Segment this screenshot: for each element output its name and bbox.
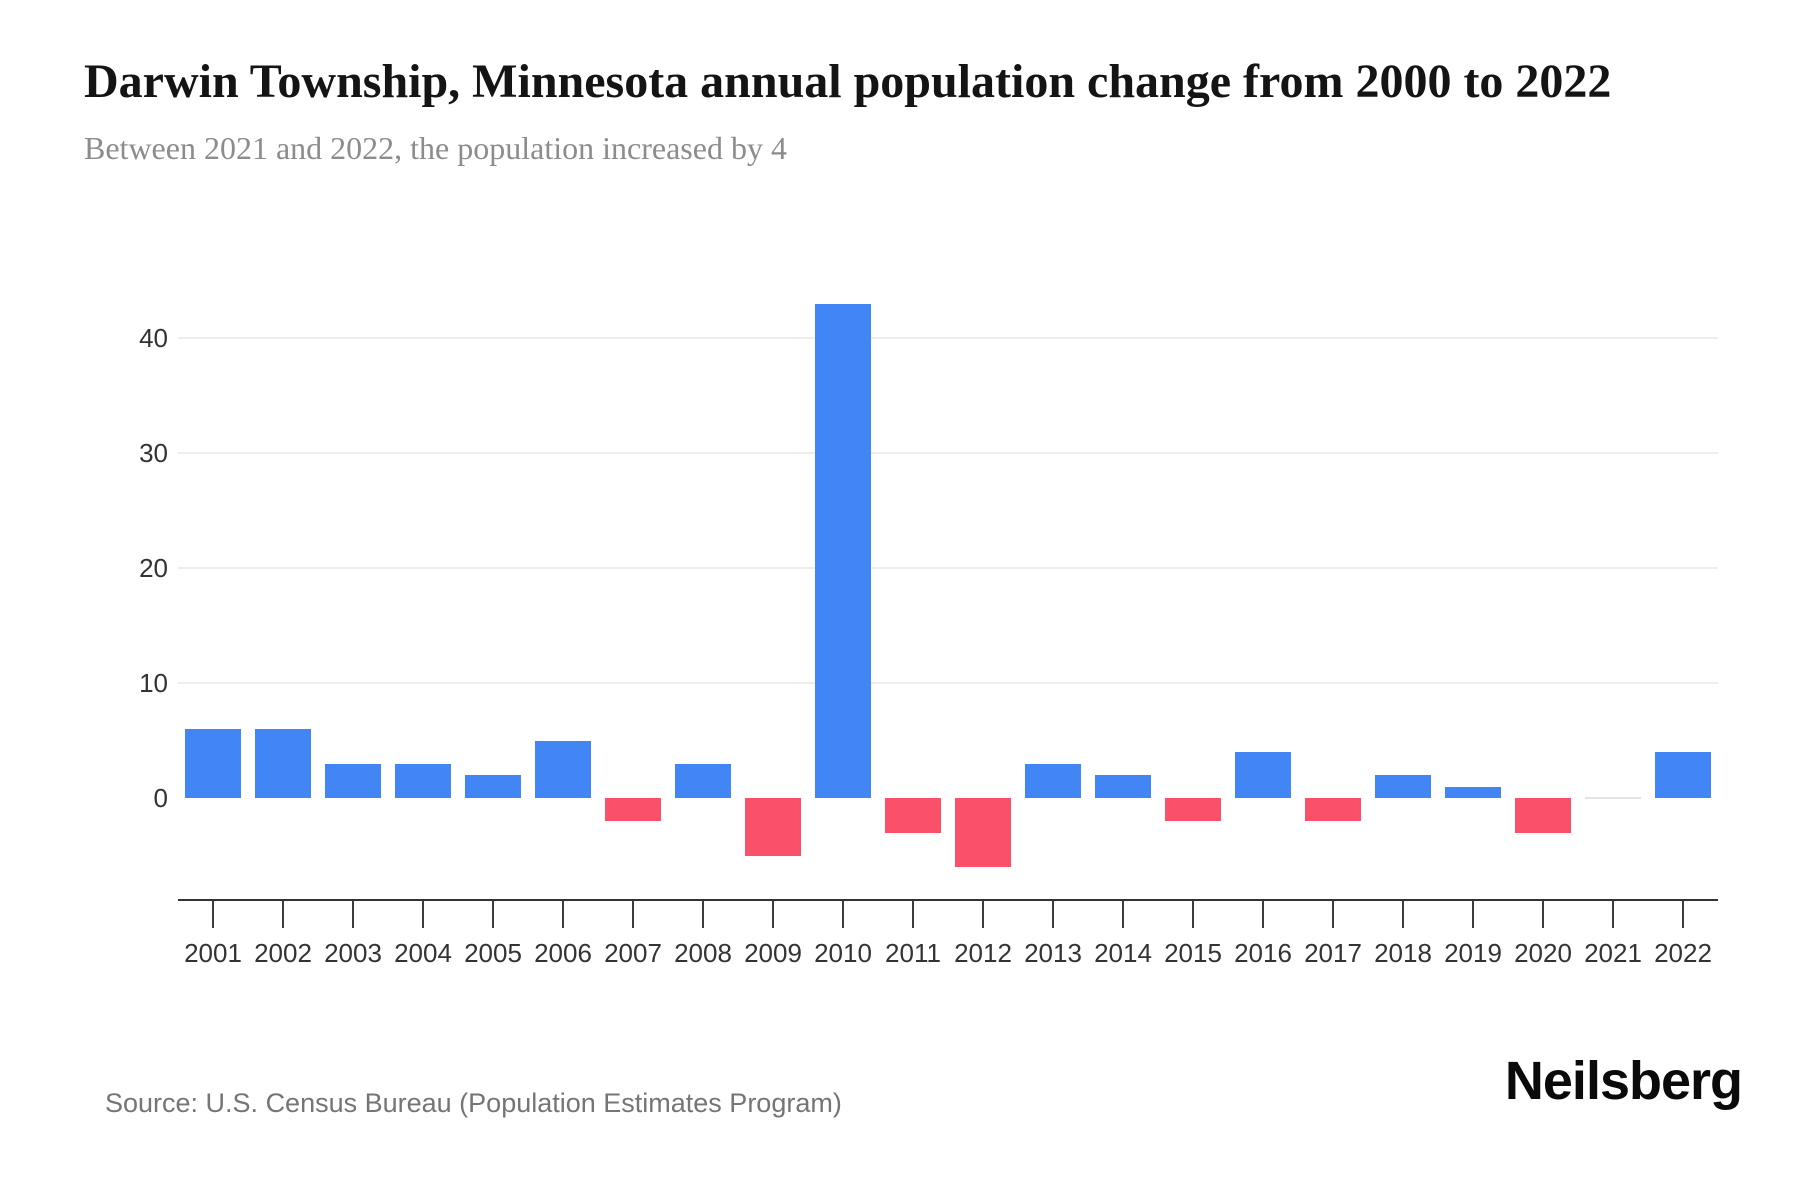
x-axis-tick-2002 [282, 901, 284, 928]
x-axis-label-2005: 2005 [464, 938, 522, 968]
brand-logo: Neilsberg [1504, 1051, 1743, 1111]
x-axis-tick-2003 [352, 901, 354, 928]
page-title: Darwin Township, Minnesota annual popula… [84, 55, 1612, 108]
gridline-20 [178, 567, 1718, 569]
bar-2006[interactable] [535, 740, 591, 798]
x-axis-label-2006: 2006 [534, 938, 592, 968]
x-axis-tick-2011 [912, 901, 914, 928]
y-axis-label-0: 0 [153, 783, 168, 813]
bar-2012[interactable] [955, 798, 1011, 867]
bar-2010[interactable] [815, 303, 871, 798]
gridline-40 [178, 337, 1718, 339]
x-axis-tick-2009 [772, 901, 774, 928]
x-axis-tick-2019 [1472, 901, 1474, 928]
x-axis-tick-2020 [1542, 901, 1544, 928]
x-axis-label-2007: 2007 [604, 938, 662, 968]
x-axis-label-2004: 2004 [394, 938, 452, 968]
bar-2021[interactable] [1585, 797, 1641, 799]
x-axis-tick-2021 [1612, 901, 1614, 928]
x-axis-line [178, 899, 1718, 901]
bar-2016[interactable] [1235, 752, 1291, 798]
gridline-10 [178, 682, 1718, 684]
bar-2004[interactable] [395, 763, 451, 798]
x-axis-label-2016: 2016 [1234, 938, 1292, 968]
bar-2022[interactable] [1655, 752, 1711, 798]
x-axis-label-2002: 2002 [254, 938, 312, 968]
bar-2007[interactable] [605, 798, 661, 821]
y-axis-label-40: 40 [139, 323, 168, 353]
bar-2005[interactable] [465, 775, 521, 798]
x-axis-tick-2016 [1262, 901, 1264, 928]
gridline-30 [178, 452, 1718, 454]
bar-2003[interactable] [325, 763, 381, 798]
chart-subtitle: Between 2021 and 2022, the population in… [84, 130, 787, 166]
x-axis-label-2009: 2009 [744, 938, 802, 968]
source-text: Source: U.S. Census Bureau (Population E… [105, 1088, 842, 1118]
x-axis-tick-2018 [1402, 901, 1404, 928]
x-axis-label-2021: 2021 [1584, 938, 1642, 968]
x-axis-label-2018: 2018 [1374, 938, 1432, 968]
x-axis-label-2010: 2010 [814, 938, 872, 968]
bar-2011[interactable] [885, 798, 941, 833]
y-axis-label-10: 10 [139, 668, 168, 698]
x-axis-tick-2004 [422, 901, 424, 928]
x-axis-label-2012: 2012 [954, 938, 1012, 968]
x-axis-tick-2015 [1192, 901, 1194, 928]
x-axis-label-2020: 2020 [1514, 938, 1572, 968]
x-axis-tick-2012 [982, 901, 984, 928]
x-axis-label-2019: 2019 [1444, 938, 1502, 968]
bar-2018[interactable] [1375, 775, 1431, 798]
x-axis-label-2013: 2013 [1024, 938, 1082, 968]
x-axis-tick-2014 [1122, 901, 1124, 928]
x-axis-label-2011: 2011 [885, 938, 941, 968]
x-axis-tick-2017 [1332, 901, 1334, 928]
x-axis-label-2001: 2001 [184, 938, 242, 968]
x-axis-label-2022: 2022 [1654, 938, 1712, 968]
x-axis-tick-2010 [842, 901, 844, 928]
x-axis-tick-2013 [1052, 901, 1054, 928]
bar-2002[interactable] [255, 729, 311, 798]
bar-2008[interactable] [675, 763, 731, 798]
x-axis-tick-2022 [1682, 901, 1684, 928]
bar-2009[interactable] [745, 798, 801, 856]
bar-2001[interactable] [185, 729, 241, 798]
x-axis-label-2017: 2017 [1304, 938, 1362, 968]
x-axis-tick-2007 [632, 901, 634, 928]
x-axis-label-2003: 2003 [324, 938, 382, 968]
y-axis-label-30: 30 [139, 438, 168, 468]
y-axis-label-20: 20 [139, 553, 168, 583]
bar-2020[interactable] [1515, 798, 1571, 833]
bar-2014[interactable] [1095, 775, 1151, 798]
bar-2015[interactable] [1165, 798, 1221, 821]
x-axis-label-2008: 2008 [674, 938, 732, 968]
x-axis-tick-2005 [492, 901, 494, 928]
bar-2019[interactable] [1445, 786, 1501, 798]
bar-2013[interactable] [1025, 763, 1081, 798]
x-axis-label-2014: 2014 [1094, 938, 1152, 968]
bar-2017[interactable] [1305, 798, 1361, 821]
x-axis-tick-2001 [212, 901, 214, 928]
x-axis-label-2015: 2015 [1164, 938, 1222, 968]
x-axis-tick-2006 [562, 901, 564, 928]
x-axis-tick-2008 [702, 901, 704, 928]
